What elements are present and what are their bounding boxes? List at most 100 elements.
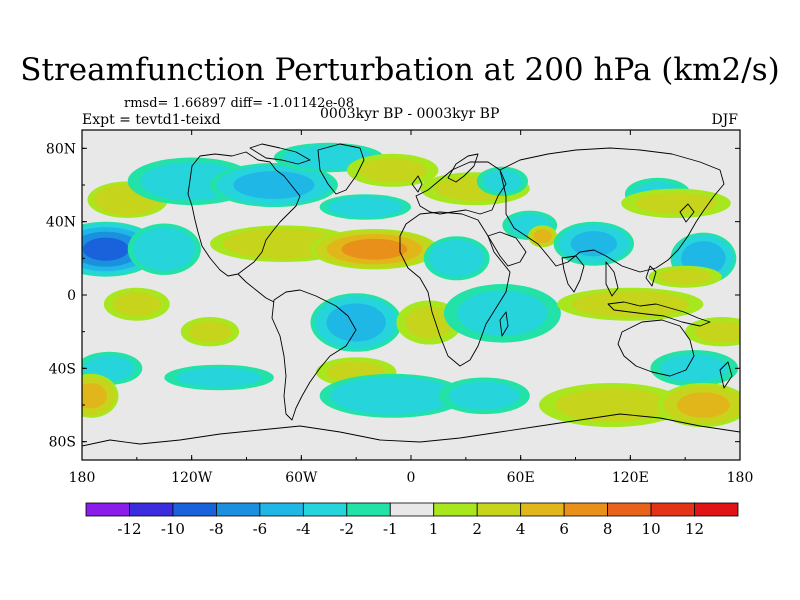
lon-tick-label: 180 xyxy=(69,470,96,486)
period-label: 0003kyr BP - 0003kyr BP xyxy=(320,106,500,122)
colorbar-label: -4 xyxy=(296,520,311,538)
contour-band xyxy=(326,303,386,342)
coastlines xyxy=(82,143,740,447)
contour-band xyxy=(188,320,232,343)
colorbar-label: -6 xyxy=(253,520,268,538)
coast-greenland xyxy=(317,143,365,195)
anomaly-center xyxy=(82,373,119,418)
coast-central-america xyxy=(237,273,275,303)
experiment-label: Expt = tevtd1-teixd xyxy=(82,112,221,128)
colorbar-label: -2 xyxy=(339,520,354,538)
contour-band xyxy=(533,229,552,244)
anomaly-center xyxy=(347,153,439,187)
contour-field xyxy=(82,130,740,460)
coast-africa xyxy=(399,211,511,367)
anomaly-center xyxy=(557,287,704,321)
contour-band xyxy=(82,237,129,261)
coast-south-america xyxy=(271,289,357,421)
colorbar-label: 6 xyxy=(559,520,569,538)
anomaly-center xyxy=(164,364,274,391)
coast-scandinavia xyxy=(447,153,479,183)
anomaly-center xyxy=(209,163,338,207)
contour-band xyxy=(341,238,408,260)
anomaly-center xyxy=(648,265,722,288)
lon-tick-label: 60W xyxy=(285,470,318,486)
coast-madagascar xyxy=(499,311,509,337)
coast-japan xyxy=(679,203,695,223)
anomaly-center xyxy=(310,229,439,270)
coast-indonesia-2 xyxy=(607,301,711,327)
contour-band xyxy=(82,383,107,409)
lon-tick-label: 120W xyxy=(171,470,213,486)
colorbar-swatch xyxy=(563,502,609,517)
contour-band xyxy=(570,231,617,257)
colorbar-swatch xyxy=(129,502,174,517)
contour-band xyxy=(677,392,730,418)
anomaly-center xyxy=(180,317,240,347)
contour-band xyxy=(133,227,196,271)
anomaly-center xyxy=(657,383,740,427)
contour-band xyxy=(658,268,713,285)
colorbar-swatch xyxy=(172,502,217,517)
contour-band xyxy=(660,354,729,383)
stats-label: rmsd= 1.66897 diff= -1.01142e-08 xyxy=(124,96,354,111)
coast-asia xyxy=(499,147,725,273)
colorbar-swatch xyxy=(346,502,391,517)
anomaly-center xyxy=(319,373,466,418)
coast-british-isles xyxy=(411,175,423,193)
colorbar-swatch xyxy=(433,502,478,517)
colorbar-label: 4 xyxy=(516,520,526,538)
contour-band xyxy=(635,192,717,215)
lon-tick-label: 60E xyxy=(507,470,535,486)
lat-tick-label: 80S xyxy=(49,435,76,451)
anomaly-center xyxy=(127,223,201,275)
map-axes: 80N 40N 0 40S 80S 180 120W 60W 0 60E 120E 180 xyxy=(46,130,753,486)
lon-tick-label: 120E xyxy=(612,470,649,486)
contour-band xyxy=(176,367,262,388)
contour-band xyxy=(428,239,485,277)
anomaly-center xyxy=(443,284,561,343)
coast-europe xyxy=(415,161,507,215)
coast-new-zealand xyxy=(719,361,733,389)
coast-arctic-islands xyxy=(249,143,311,165)
colorbar-swatch xyxy=(694,502,739,517)
lat-tick-label: 40S xyxy=(49,361,76,377)
contour-band xyxy=(457,290,548,336)
anomaly-center xyxy=(650,350,739,387)
colorbar-label: -1 xyxy=(383,520,398,538)
colorbar-swatch xyxy=(520,502,565,517)
contour-band xyxy=(405,306,454,339)
anomaly-center xyxy=(621,188,731,218)
plot-title: Streamfunction Perturbation at 200 hPa (… xyxy=(20,52,780,88)
colorbar-swatch xyxy=(650,502,695,517)
colorbar-swatch xyxy=(389,502,435,517)
coast-indonesia-1 xyxy=(605,261,619,297)
season-label: DJF xyxy=(711,112,738,128)
lat-tick-label: 40N xyxy=(46,215,76,231)
contour-band xyxy=(448,381,520,410)
anomaly-center xyxy=(539,383,686,427)
anomaly-center xyxy=(423,236,490,281)
anomaly-center xyxy=(438,377,530,415)
coast-antarctica xyxy=(82,413,740,447)
colorbar-label: 8 xyxy=(603,520,613,538)
colorbar-swatch xyxy=(607,502,652,517)
contour-band xyxy=(329,376,456,415)
contour-band xyxy=(555,388,669,422)
lat-tick-label: 0 xyxy=(67,288,76,304)
colorbar-label: -10 xyxy=(161,520,185,538)
contour-band xyxy=(112,292,162,317)
colorbar-swatch xyxy=(85,502,130,517)
coast-india xyxy=(561,255,585,293)
colorbar-swatch xyxy=(215,502,261,517)
colorbar-label: -8 xyxy=(209,520,224,538)
anomaly-center xyxy=(528,225,558,248)
coast-north-america xyxy=(187,151,301,277)
coast-arabia xyxy=(487,231,527,267)
contour-band xyxy=(327,196,404,218)
coast-australia xyxy=(617,319,695,377)
anomaly-center xyxy=(319,194,411,220)
contour-band xyxy=(359,158,427,183)
coast-philippines xyxy=(645,265,657,287)
colorbar: -12 -10 -8 -6 -4 -2 -1 1 2 4 6 8 10 12 xyxy=(85,502,739,538)
